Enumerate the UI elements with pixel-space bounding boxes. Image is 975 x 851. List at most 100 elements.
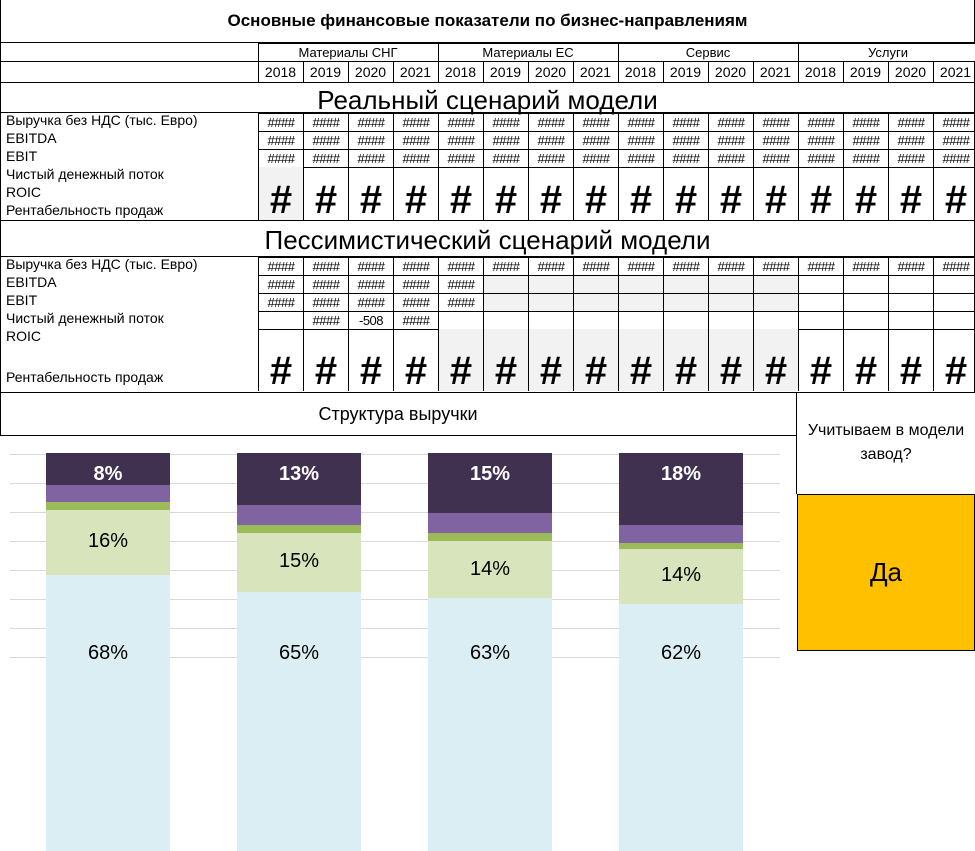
table-cell[interactable] [888, 311, 934, 330]
table-cell[interactable]: #### [303, 293, 349, 312]
table-cell[interactable]: #### [303, 275, 349, 294]
table-cell[interactable] [798, 293, 844, 312]
table-cell[interactable] [708, 275, 754, 294]
table-cell[interactable] [753, 275, 799, 294]
table-cell[interactable] [843, 311, 889, 330]
table-cell[interactable]: #### [843, 131, 889, 150]
table-cell[interactable] [753, 311, 799, 330]
table-cell[interactable]: #### [573, 131, 619, 150]
table-cell[interactable] [483, 293, 529, 312]
table-cell[interactable]: #### [438, 149, 484, 168]
table-cell[interactable] [663, 275, 709, 294]
table-cell[interactable]: #### [708, 257, 754, 276]
table-cell[interactable]: -508 [348, 311, 394, 330]
table-cell[interactable] [528, 311, 574, 330]
table-cell[interactable]: #### [258, 131, 304, 150]
table-cell[interactable]: #### [348, 293, 394, 312]
table-cell[interactable]: # [528, 329, 574, 391]
table-cell[interactable]: #### [258, 293, 304, 312]
table-cell[interactable]: #### [528, 149, 574, 168]
table-cell[interactable]: # [933, 167, 975, 220]
table-cell[interactable]: #### [753, 113, 799, 132]
table-cell[interactable]: #### [348, 275, 394, 294]
table-cell[interactable]: #### [753, 257, 799, 276]
table-cell[interactable]: #### [888, 149, 934, 168]
table-cell[interactable]: #### [663, 149, 709, 168]
table-cell[interactable]: #### [888, 113, 934, 132]
table-cell[interactable] [573, 275, 619, 294]
table-cell[interactable] [888, 275, 934, 294]
table-cell[interactable]: #### [483, 113, 529, 132]
table-cell[interactable]: #### [303, 131, 349, 150]
table-cell[interactable] [888, 293, 934, 312]
table-cell[interactable]: #### [573, 149, 619, 168]
table-cell[interactable]: #### [753, 131, 799, 150]
table-cell[interactable]: #### [753, 149, 799, 168]
table-cell[interactable]: # [573, 167, 619, 220]
table-cell[interactable] [843, 275, 889, 294]
table-cell[interactable]: #### [573, 113, 619, 132]
table-cell[interactable]: #### [258, 257, 304, 276]
table-cell[interactable]: # [483, 329, 529, 391]
table-cell[interactable]: #### [348, 113, 394, 132]
table-cell[interactable] [933, 311, 975, 330]
table-cell[interactable]: #### [258, 113, 304, 132]
table-cell[interactable]: #### [933, 113, 975, 132]
table-cell[interactable]: #### [843, 149, 889, 168]
table-cell[interactable]: #### [843, 257, 889, 276]
table-cell[interactable] [618, 293, 664, 312]
table-cell[interactable]: #### [798, 149, 844, 168]
table-cell[interactable]: # [663, 329, 709, 391]
table-cell[interactable]: # [438, 329, 484, 391]
table-cell[interactable]: #### [888, 131, 934, 150]
table-cell[interactable]: # [843, 329, 889, 391]
table-cell[interactable]: # [933, 329, 975, 391]
table-cell[interactable] [798, 311, 844, 330]
table-cell[interactable] [933, 293, 975, 312]
table-cell[interactable]: #### [483, 257, 529, 276]
table-cell[interactable]: #### [528, 113, 574, 132]
table-cell[interactable]: #### [798, 257, 844, 276]
table-cell[interactable]: #### [618, 131, 664, 150]
table-cell[interactable]: #### [933, 131, 975, 150]
table-cell[interactable]: #### [528, 257, 574, 276]
table-cell[interactable]: #### [393, 149, 439, 168]
table-cell[interactable]: #### [438, 113, 484, 132]
table-cell[interactable] [438, 311, 484, 330]
table-cell[interactable]: # [258, 329, 304, 391]
table-cell[interactable]: #### [258, 275, 304, 294]
table-cell[interactable] [258, 311, 304, 330]
table-cell[interactable]: # [618, 329, 664, 391]
table-cell[interactable]: # [393, 329, 439, 391]
table-cell[interactable] [573, 311, 619, 330]
table-cell[interactable]: #### [933, 149, 975, 168]
table-cell[interactable]: #### [303, 311, 349, 330]
table-cell[interactable] [798, 275, 844, 294]
table-cell[interactable]: #### [258, 149, 304, 168]
table-cell[interactable]: # [753, 329, 799, 391]
table-cell[interactable]: # [573, 329, 619, 391]
table-cell[interactable] [573, 293, 619, 312]
table-cell[interactable]: # [663, 167, 709, 220]
table-cell[interactable] [618, 311, 664, 330]
table-cell[interactable]: #### [618, 257, 664, 276]
table-cell[interactable]: #### [888, 257, 934, 276]
table-cell[interactable]: # [348, 329, 394, 391]
table-cell[interactable] [708, 311, 754, 330]
table-cell[interactable] [483, 311, 529, 330]
table-cell[interactable]: # [303, 329, 349, 391]
table-cell[interactable]: #### [303, 257, 349, 276]
table-cell[interactable]: #### [708, 113, 754, 132]
table-cell[interactable] [528, 275, 574, 294]
table-cell[interactable]: # [753, 167, 799, 220]
table-cell[interactable]: # [843, 167, 889, 220]
table-cell[interactable]: #### [438, 275, 484, 294]
table-cell[interactable]: #### [438, 257, 484, 276]
table-cell[interactable]: #### [483, 149, 529, 168]
table-cell[interactable]: # [483, 167, 529, 220]
plant-answer-cell[interactable]: Да [797, 494, 975, 651]
table-cell[interactable]: #### [348, 257, 394, 276]
table-cell[interactable] [618, 275, 664, 294]
table-cell[interactable] [663, 293, 709, 312]
table-cell[interactable]: # [888, 329, 934, 391]
